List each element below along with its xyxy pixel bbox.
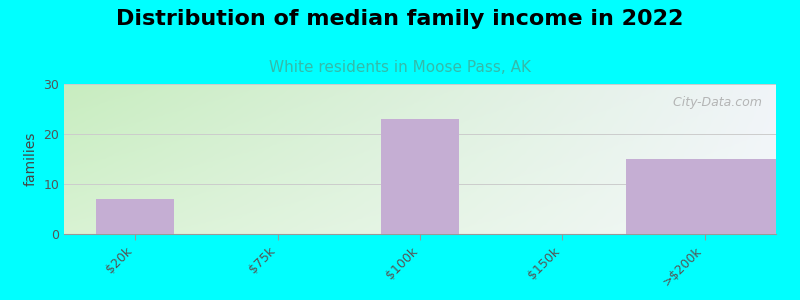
Bar [626, 159, 783, 234]
Text: Distribution of median family income in 2022: Distribution of median family income in … [116, 9, 684, 29]
Text: White residents in Moose Pass, AK: White residents in Moose Pass, AK [269, 60, 531, 75]
Bar [381, 119, 459, 234]
Text: City-Data.com: City-Data.com [665, 96, 762, 109]
Y-axis label: families: families [24, 132, 38, 186]
Bar [96, 199, 174, 234]
